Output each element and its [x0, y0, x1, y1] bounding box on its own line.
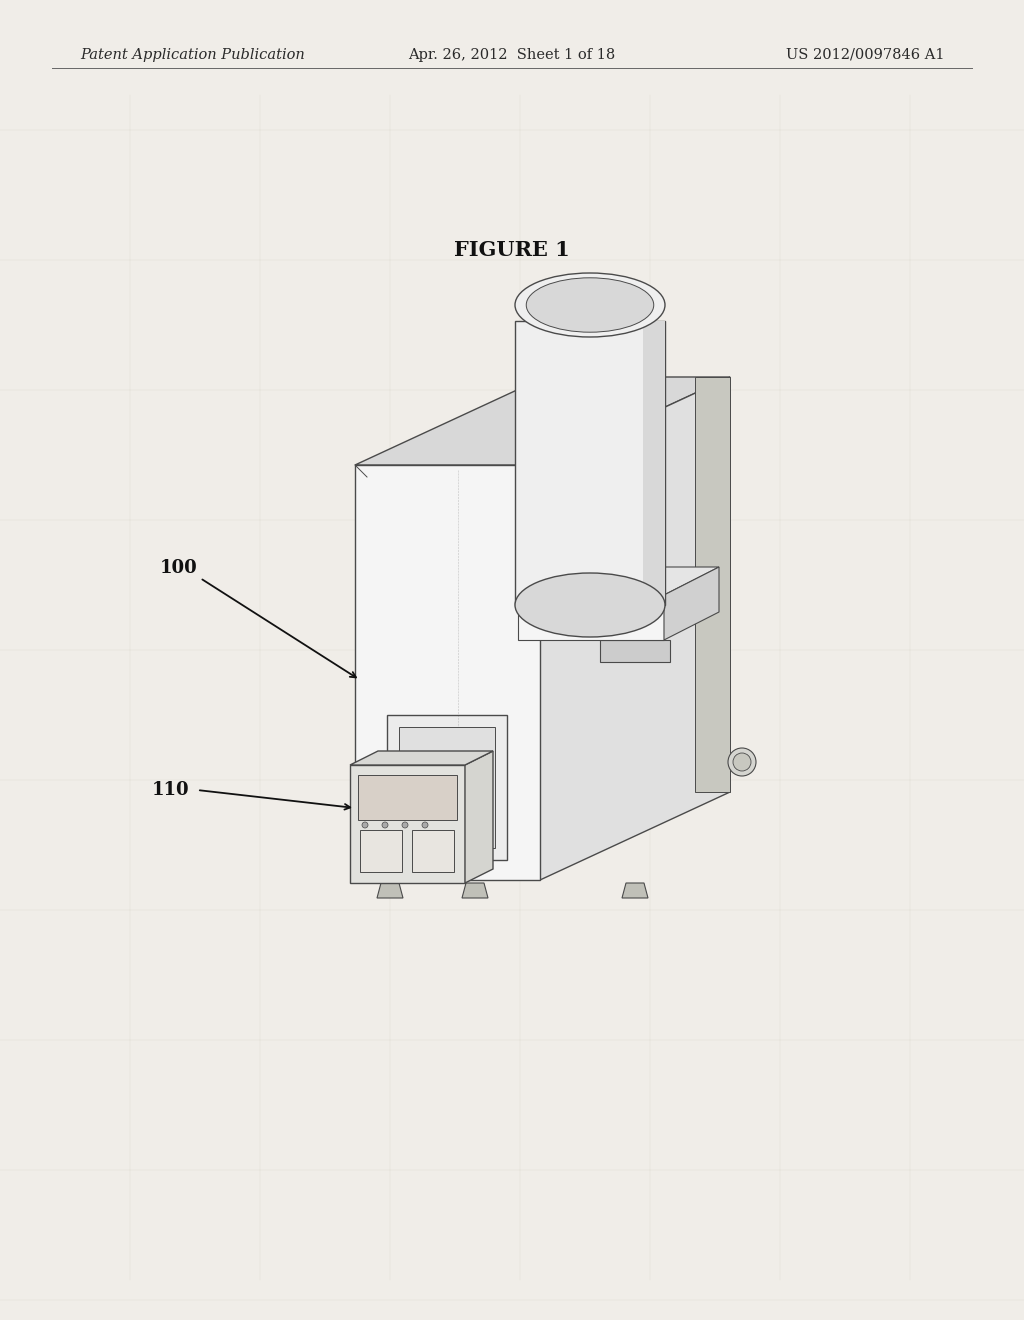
- Polygon shape: [643, 321, 665, 605]
- Polygon shape: [515, 321, 665, 605]
- Ellipse shape: [515, 273, 665, 337]
- Text: Apr. 26, 2012  Sheet 1 of 18: Apr. 26, 2012 Sheet 1 of 18: [409, 48, 615, 62]
- Circle shape: [382, 822, 388, 828]
- Polygon shape: [518, 595, 664, 640]
- Polygon shape: [462, 883, 488, 898]
- Polygon shape: [518, 568, 719, 595]
- Circle shape: [728, 748, 756, 776]
- Polygon shape: [399, 727, 495, 847]
- Polygon shape: [350, 751, 493, 766]
- Circle shape: [733, 752, 751, 771]
- Text: 100: 100: [160, 558, 198, 577]
- Polygon shape: [540, 378, 730, 880]
- Text: FIGURE 1: FIGURE 1: [454, 240, 570, 260]
- Polygon shape: [350, 766, 465, 883]
- Polygon shape: [465, 751, 493, 883]
- Polygon shape: [695, 378, 730, 792]
- Circle shape: [402, 822, 408, 828]
- Polygon shape: [355, 378, 730, 465]
- Polygon shape: [412, 830, 454, 873]
- Polygon shape: [360, 830, 402, 873]
- Text: 110: 110: [152, 781, 189, 799]
- Polygon shape: [377, 883, 403, 898]
- Polygon shape: [622, 883, 648, 898]
- Polygon shape: [600, 640, 670, 663]
- Polygon shape: [358, 775, 457, 820]
- Ellipse shape: [515, 573, 665, 638]
- Ellipse shape: [526, 277, 653, 333]
- Circle shape: [422, 822, 428, 828]
- Polygon shape: [664, 568, 719, 640]
- Circle shape: [362, 822, 368, 828]
- Text: Patent Application Publication: Patent Application Publication: [80, 48, 305, 62]
- Text: US 2012/0097846 A1: US 2012/0097846 A1: [785, 48, 944, 62]
- Polygon shape: [387, 715, 507, 861]
- Polygon shape: [355, 465, 540, 880]
